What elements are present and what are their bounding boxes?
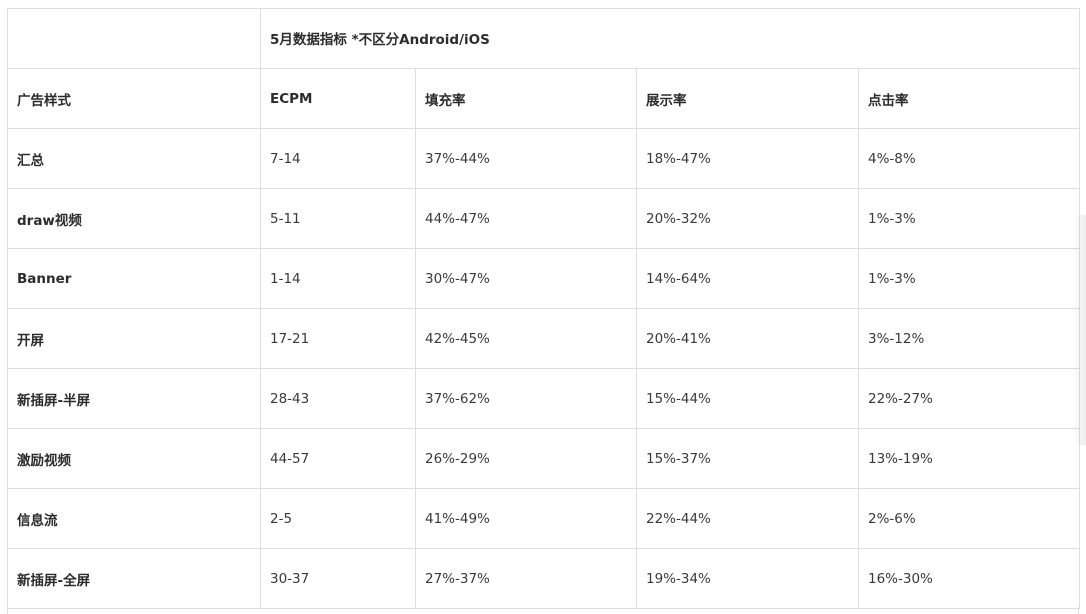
table-row: 激励视频 44-57 26%-29% 15%-37% 13%-19% — [7, 428, 1081, 489]
show-rate-cell: 20%-41% — [636, 308, 859, 369]
ad-type-cell: draw视频 — [7, 188, 261, 249]
show-rate-cell: 15%-37% — [636, 428, 859, 489]
table-row: Banner 1-14 30%-47% 14%-64% 1%-3% — [7, 248, 1081, 309]
ecpm-cell: 17-21 — [260, 308, 416, 369]
ecpm-cell: 1-14 — [260, 248, 416, 309]
show-rate-cell: 14%-64% — [636, 248, 859, 309]
column-header-click-rate: 点击率 — [857, 68, 1081, 129]
column-header-ad-type: 广告样式 — [7, 68, 261, 129]
table-header-row: 广告样式 ECPM 填充率 展示率 点击率 — [7, 68, 1081, 129]
ecpm-cell: 30-37 — [260, 548, 416, 609]
click-rate-cell: 4%-8% — [857, 128, 1081, 189]
show-rate-cell: 15%-44% — [636, 368, 859, 429]
table-row: 新插屏-全屏 30-37 27%-37% 19%-34% 16%-30% — [7, 548, 1081, 609]
ad-type-cell: 新插屏-全屏 — [7, 548, 261, 609]
click-rate-cell: 16%-30% — [857, 548, 1081, 609]
fill-rate-cell: 44%-47% — [415, 188, 637, 249]
click-rate-cell: 1%-3% — [857, 248, 1081, 309]
ecpm-cell: 28-43 — [260, 368, 416, 429]
fill-rate-cell: 37%-44% — [415, 128, 637, 189]
ad-metrics-table: 5月数据指标 *不区分Android/iOS 广告样式 ECPM 填充率 展示率… — [7, 8, 1081, 609]
table-row: 汇总 7-14 37%-44% 18%-47% 4%-8% — [7, 128, 1081, 189]
table-title-row: 5月数据指标 *不区分Android/iOS — [7, 8, 1081, 69]
ad-type-cell: 汇总 — [7, 128, 261, 189]
fill-rate-cell: 42%-45% — [415, 308, 637, 369]
fill-rate-cell: 37%-62% — [415, 368, 637, 429]
ad-type-cell: 信息流 — [7, 488, 261, 549]
fill-rate-cell: 30%-47% — [415, 248, 637, 309]
column-header-ecpm: ECPM — [260, 68, 416, 129]
click-rate-cell: 3%-12% — [857, 308, 1081, 369]
column-header-fill-rate: 填充率 — [415, 68, 637, 129]
show-rate-cell: 19%-34% — [636, 548, 859, 609]
show-rate-cell: 18%-47% — [636, 128, 859, 189]
table-continuation-edge — [7, 607, 1079, 614]
show-rate-cell: 20%-32% — [636, 188, 859, 249]
table-title: 5月数据指标 *不区分Android/iOS — [259, 8, 1081, 69]
ecpm-cell: 44-57 — [260, 428, 416, 489]
ecpm-cell: 5-11 — [260, 188, 416, 249]
table-row: 新插屏-半屏 28-43 37%-62% 15%-44% 22%-27% — [7, 368, 1081, 429]
show-rate-cell: 22%-44% — [636, 488, 859, 549]
scroll-edge-shadow — [1072, 215, 1086, 445]
ad-type-cell: 激励视频 — [7, 428, 261, 489]
table-row: 开屏 17-21 42%-45% 20%-41% 3%-12% — [7, 308, 1081, 369]
fill-rate-cell: 41%-49% — [415, 488, 637, 549]
click-rate-cell: 13%-19% — [857, 428, 1081, 489]
click-rate-cell: 1%-3% — [857, 188, 1081, 249]
ad-type-cell: 新插屏-半屏 — [7, 368, 261, 429]
column-header-show-rate: 展示率 — [636, 68, 859, 129]
fill-rate-cell: 26%-29% — [415, 428, 637, 489]
fill-rate-cell: 27%-37% — [415, 548, 637, 609]
ad-type-cell: 开屏 — [7, 308, 261, 369]
ad-type-cell: Banner — [7, 248, 261, 309]
click-rate-cell: 2%-6% — [857, 488, 1081, 549]
click-rate-cell: 22%-27% — [857, 368, 1081, 429]
ecpm-cell: 2-5 — [260, 488, 416, 549]
table-row: 信息流 2-5 41%-49% 22%-44% 2%-6% — [7, 488, 1081, 549]
empty-corner-cell — [7, 8, 261, 69]
table-row: draw视频 5-11 44%-47% 20%-32% 1%-3% — [7, 188, 1081, 249]
ecpm-cell: 7-14 — [260, 128, 416, 189]
